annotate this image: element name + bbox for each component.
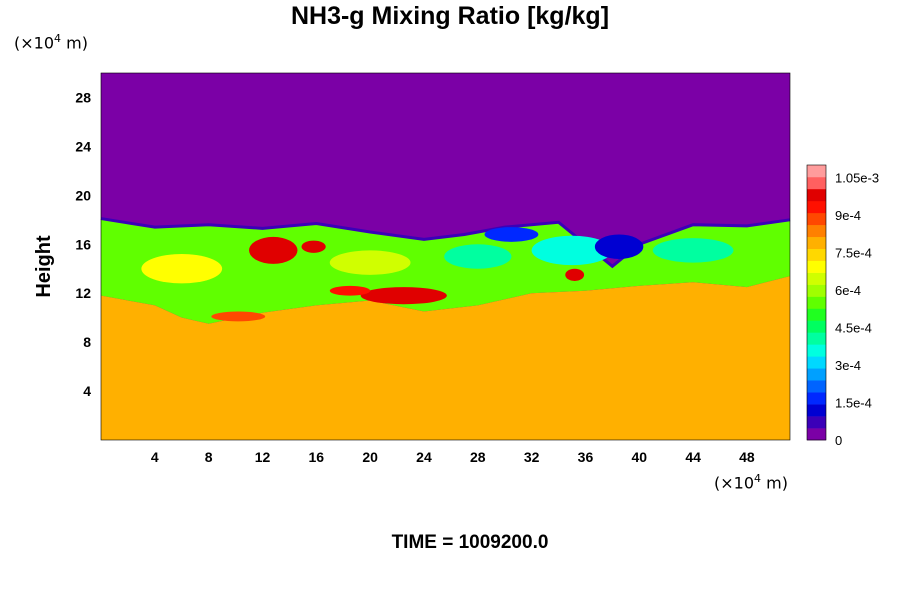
plume-8 <box>652 238 734 263</box>
colorbar-bin-14 <box>807 260 826 273</box>
x-tick-32: 32 <box>524 449 540 465</box>
y-unit-prefix: (×10 <box>14 33 55 53</box>
y-tick-28: 28 <box>75 89 91 105</box>
time-label: TIME = 1009200.0 <box>391 532 549 553</box>
colorbar-frame <box>806 164 827 441</box>
plume-2 <box>565 268 585 281</box>
y-unit-suffix: m) <box>61 33 88 53</box>
colorbar-bin-18 <box>807 212 826 226</box>
x-tick-8: 8 <box>205 449 213 465</box>
x-tick-48: 48 <box>739 449 755 465</box>
cloud-top-edge <box>100 217 791 269</box>
y-tick-20: 20 <box>75 187 91 203</box>
plume-0 <box>249 236 298 264</box>
x-tick-24: 24 <box>416 449 432 465</box>
colorbar-bin-3 <box>807 392 826 405</box>
x-tick-12: 12 <box>255 449 271 465</box>
x-unit-exponent: 4 <box>754 472 762 485</box>
colorbar-bin-22 <box>807 165 826 178</box>
colorbar-bin-9 <box>807 320 826 333</box>
plume-1 <box>301 240 326 253</box>
colorbar-tick-7: 1.05e-3 <box>835 171 879 186</box>
colorbar-tick-labels: 0 1.5e-4 3e-4 4.5e-4 6e-4 7.5e-4 9e-4 1.05e-3 <box>835 171 879 449</box>
lower-region <box>101 276 790 440</box>
colorbar-bin-17 <box>807 224 826 238</box>
colorbar-tick-5: 7.5e-4 <box>835 246 872 261</box>
colorbar-bin-8 <box>807 332 826 345</box>
y-axis-unit: (×104 m) <box>14 32 88 52</box>
x-tick-36: 36 <box>578 449 594 465</box>
colorbar-bin-0 <box>807 428 826 441</box>
plume-9 <box>594 234 644 259</box>
y-tick-4: 4 <box>83 383 91 399</box>
colorbar-bin-13 <box>807 272 826 285</box>
y-tick-24: 24 <box>75 138 91 154</box>
y-tick-labels: 4 8 12 16 20 24 28 <box>75 89 91 399</box>
colorbar-bin-2 <box>807 404 826 417</box>
colorbar-tick-6: 9e-4 <box>835 208 861 223</box>
colorbar-bin-12 <box>807 284 826 297</box>
plume-10 <box>484 227 539 242</box>
colorbar-tick-1: 1.5e-4 <box>835 396 872 411</box>
y-axis-label: Height <box>33 235 55 298</box>
chart-title: NH3-g Mixing Ratio [kg/kg] <box>290 2 610 30</box>
plume-4 <box>211 311 266 322</box>
x-tick-4: 4 <box>151 449 159 465</box>
colorbar-bin-21 <box>807 176 826 190</box>
colorbar <box>806 164 827 441</box>
x-tick-20: 20 <box>362 449 378 465</box>
plume-3 <box>360 287 447 305</box>
colorbar-tick-2: 3e-4 <box>835 358 861 373</box>
plume-5 <box>329 285 371 296</box>
x-tick-28: 28 <box>470 449 486 465</box>
x-tick-44: 44 <box>685 449 701 465</box>
x-unit-prefix: (×10 <box>714 473 755 493</box>
colorbar-bin-19 <box>807 200 826 214</box>
x-tick-labels: 4 8 12 16 20 24 28 32 36 40 44 48 <box>151 449 755 465</box>
y-unit-exponent: 4 <box>54 32 62 45</box>
colorbar-tick-3: 4.5e-4 <box>835 321 872 336</box>
y-tick-12: 12 <box>75 285 91 301</box>
plume-12 <box>329 250 411 275</box>
colorbar-bin-10 <box>807 308 826 321</box>
x-tick-40: 40 <box>631 449 647 465</box>
plot-frame <box>100 72 791 441</box>
plume-6 <box>531 235 613 266</box>
x-unit-suffix: m) <box>761 473 788 493</box>
plume-7 <box>444 244 512 269</box>
y-tick-16: 16 <box>75 236 91 252</box>
colorbar-tick-0: 0 <box>835 433 842 448</box>
colorbar-bin-16 <box>807 236 826 249</box>
colorbar-bin-5 <box>807 368 826 381</box>
plume-11 <box>141 254 223 284</box>
colorbar-bin-15 <box>807 248 826 261</box>
colorbar-bin-11 <box>807 296 826 309</box>
y-tick-8: 8 <box>83 334 91 350</box>
colorbar-bin-7 <box>807 344 826 357</box>
colorbar-bin-4 <box>807 380 826 393</box>
x-tick-16: 16 <box>309 449 325 465</box>
colorbar-bin-20 <box>807 188 826 202</box>
colorbar-tick-4: 6e-4 <box>835 283 861 298</box>
colorbar-bin-1 <box>807 416 826 429</box>
x-axis-unit: (×104 m) <box>714 472 788 492</box>
heatmap-field <box>100 73 791 440</box>
colorbar-bin-6 <box>807 356 826 369</box>
